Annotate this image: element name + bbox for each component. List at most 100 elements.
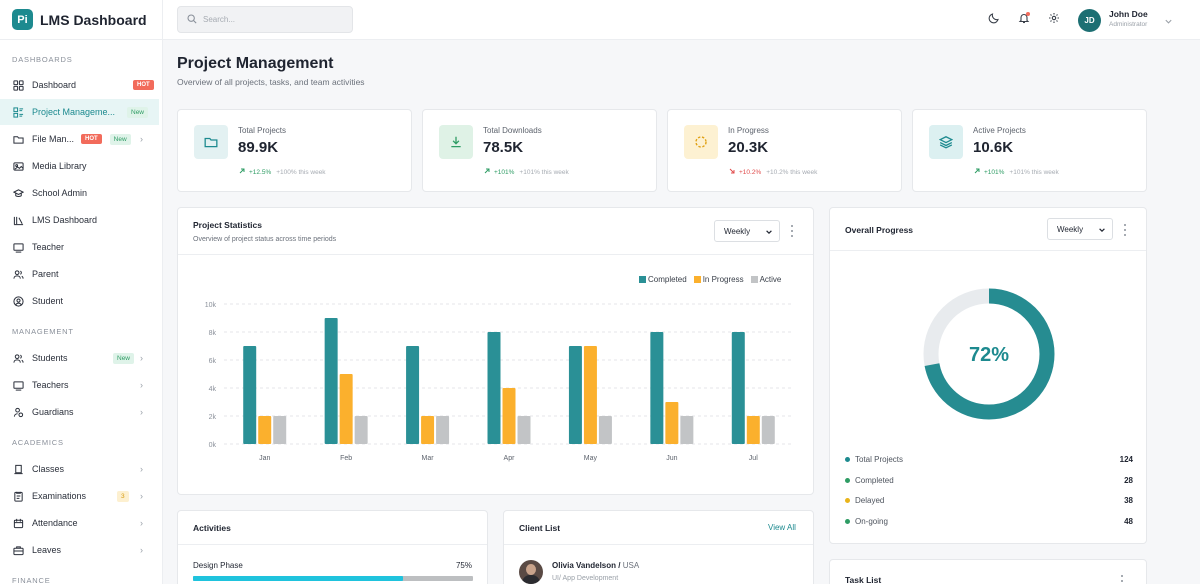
topbar: JD John Doe Administrator xyxy=(163,0,1200,40)
hot-badge: HOT xyxy=(81,134,102,144)
divider xyxy=(504,544,813,545)
notification-dot xyxy=(1026,12,1030,16)
period-select[interactable]: Weekly xyxy=(714,220,780,242)
stat-change: +101% +101% this week xyxy=(483,167,569,177)
chart-legend: Completed In Progress Active xyxy=(639,275,788,284)
sidebar-item-attendance[interactable]: Attendance › xyxy=(0,510,159,536)
more-options-icon[interactable] xyxy=(1122,224,1128,236)
section-dashboards: DASHBOARDS xyxy=(12,55,73,64)
card-title: Client List xyxy=(519,523,561,533)
sidebar-item-project-management[interactable]: Project Manageme... New xyxy=(0,99,159,125)
stat-change-week: +101% this week xyxy=(519,168,569,176)
sidebar-item-dashboard[interactable]: Dashboard HOT xyxy=(0,72,159,98)
progress-row-value: 124 xyxy=(1119,454,1133,464)
activity-progress-fill xyxy=(193,576,403,581)
project-icon xyxy=(12,106,25,119)
bar-completed xyxy=(406,346,420,444)
chevron-right-icon: › xyxy=(140,407,143,417)
arrow-up-right-icon xyxy=(973,167,981,177)
avatar[interactable]: JD xyxy=(1078,9,1101,32)
sidebar-item-label: Student xyxy=(32,296,64,306)
y-tick-label: 4k xyxy=(209,386,217,393)
view-all-link[interactable]: View All xyxy=(768,523,796,532)
overall-progress-card: Overall Progress Weekly 72% xyxy=(829,207,1147,544)
brand-name: LMS Dashboard xyxy=(40,11,147,28)
sidebar-item-parent[interactable]: Parent xyxy=(0,261,159,287)
bar-completed xyxy=(731,332,745,444)
legend-swatch xyxy=(750,276,758,283)
bar-active xyxy=(517,416,531,444)
legend-item-in-progress[interactable]: In Progress xyxy=(693,275,744,284)
new-badge: New xyxy=(109,133,131,145)
sidebar-item-label: Leaves xyxy=(32,545,62,555)
sidebar-item-leaves[interactable]: Leaves › xyxy=(0,537,159,563)
y-tick-label: 2k xyxy=(209,414,217,421)
progress-row-total-projects: Total Projects 124 xyxy=(845,452,1133,466)
layers-icon xyxy=(929,125,963,159)
search-input[interactable] xyxy=(203,15,343,24)
count-badge: 3 xyxy=(117,490,129,502)
sidebar-item-file-manager[interactable]: File Man... HOT New › xyxy=(0,126,159,152)
task-list-card: Task List xyxy=(829,559,1147,584)
bar-in-progress xyxy=(583,346,597,444)
sidebar-item-student[interactable]: Student xyxy=(0,288,159,314)
chevron-right-icon: › xyxy=(140,491,143,501)
stat-change-pct: +12.5% xyxy=(249,168,272,176)
bar-in-progress xyxy=(502,388,516,444)
bar-active xyxy=(761,416,775,444)
legend-label: In Progress xyxy=(702,275,744,284)
legend-item-active[interactable]: Active xyxy=(750,275,782,284)
folder-icon xyxy=(194,125,228,159)
school-icon xyxy=(12,187,25,200)
sidebar-item-teachers[interactable]: Teachers › xyxy=(0,372,159,398)
sidebar-item-classes[interactable]: Classes › xyxy=(0,456,159,482)
sidebar-item-label: School Admin xyxy=(32,188,88,198)
user-name: John Doe xyxy=(1109,9,1148,19)
chevron-down-icon[interactable] xyxy=(1164,13,1173,31)
brand[interactable]: Pi LMS Dashboard xyxy=(0,0,162,40)
parent-icon xyxy=(12,268,25,281)
activity-label: Design Phase xyxy=(193,561,243,570)
period-select[interactable]: Weekly xyxy=(1047,218,1113,240)
sidebar-item-media-library[interactable]: Media Library xyxy=(0,153,159,179)
sidebar-item-label: LMS Dashboard xyxy=(32,215,98,225)
y-tick-label: 10k xyxy=(205,302,217,309)
arrow-down-right-icon xyxy=(728,167,736,177)
client-role: UI/ App Development xyxy=(552,575,619,582)
stat-value: 20.3K xyxy=(728,139,769,156)
sidebar-item-students[interactable]: Students New › xyxy=(0,345,159,371)
more-options-icon[interactable] xyxy=(789,225,795,237)
stat-value: 89.9K xyxy=(238,139,279,156)
sidebar-item-school-admin[interactable]: School Admin xyxy=(0,180,159,206)
sidebar-item-label: Dashboard xyxy=(32,80,77,90)
dark-mode-toggle[interactable] xyxy=(986,12,1001,27)
legend-item-completed[interactable]: Completed xyxy=(639,275,687,284)
library-icon xyxy=(12,214,25,227)
client-name-row: Olivia Vandelson / USA xyxy=(552,561,640,570)
donut-fill xyxy=(923,288,1055,420)
x-tick-label: Jan xyxy=(259,455,270,462)
legend-label: Active xyxy=(759,275,782,284)
new-badge: New xyxy=(127,106,149,118)
chevron-right-icon: › xyxy=(140,380,143,390)
sidebar-item-examinations[interactable]: Examinations 3 › xyxy=(0,483,159,509)
sidebar-item-teacher[interactable]: Teacher xyxy=(0,234,159,260)
search-box[interactable] xyxy=(177,6,353,33)
bar-in-progress xyxy=(665,402,679,444)
grid-icon xyxy=(12,79,25,92)
bar-completed xyxy=(650,332,664,444)
card-subtitle: Overview of project status across time p… xyxy=(193,236,337,243)
settings-button[interactable] xyxy=(1046,12,1061,27)
exam-icon xyxy=(12,490,25,503)
stat-value: 78.5K xyxy=(483,139,524,156)
notifications-button[interactable] xyxy=(1016,12,1031,27)
progress-donut: 72% xyxy=(923,288,1055,420)
divider xyxy=(830,250,1146,251)
stat-change-pct: +101% xyxy=(494,168,515,176)
sidebar-item-guardians[interactable]: Guardians › xyxy=(0,399,159,425)
sidebar-item-lms-dashboard[interactable]: LMS Dashboard xyxy=(0,207,159,233)
more-options-icon[interactable] xyxy=(1119,575,1125,584)
stat-value: 10.6K xyxy=(973,139,1014,156)
stat-change-week: +10.2% this week xyxy=(766,168,818,176)
loader-icon xyxy=(684,125,718,159)
